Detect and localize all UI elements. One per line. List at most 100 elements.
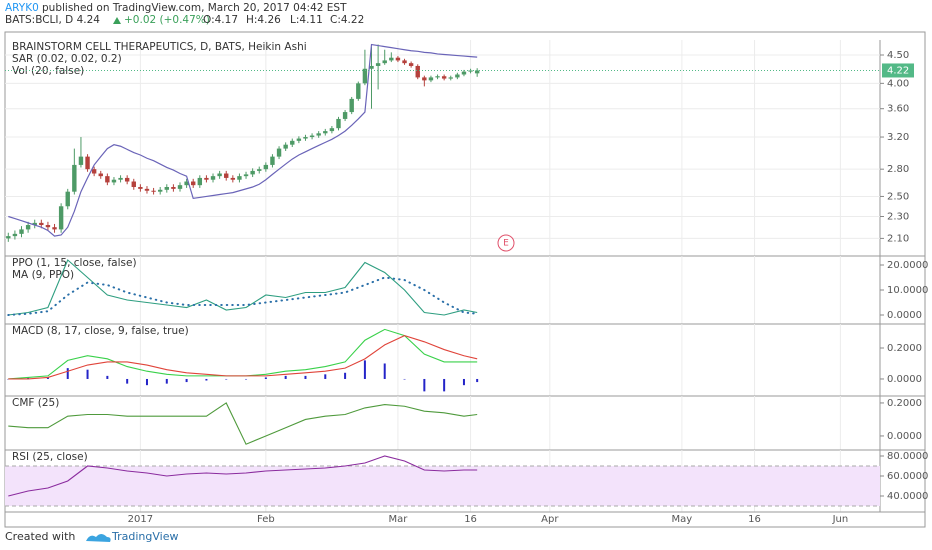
footer-brand[interactable]: TradingView	[111, 530, 178, 543]
candle-body	[257, 169, 262, 171]
y-tick-label: 10.0000	[887, 285, 928, 296]
candle-body	[151, 190, 156, 192]
y-tick-label: 0.2000	[887, 343, 922, 354]
candle-body	[415, 65, 420, 78]
y-tick-label: 80.0000	[887, 451, 928, 462]
histogram-bar	[423, 378, 426, 392]
candle-body	[177, 185, 183, 189]
indicator-line	[8, 335, 478, 380]
histogram-bar	[66, 368, 69, 379]
symbol: BATS:BCLI, D 4.24	[5, 14, 100, 26]
candle-body	[336, 118, 341, 129]
candle-body	[323, 131, 328, 134]
candle-body	[12, 233, 18, 237]
y-tick-label: 0.2000	[887, 398, 922, 409]
candle-body	[164, 187, 169, 190]
candle-body	[270, 156, 275, 165]
histogram-bar	[443, 378, 446, 392]
candle-body	[191, 181, 196, 186]
candle-body	[25, 225, 31, 230]
y-tick-label: 2.10	[887, 233, 909, 244]
candle-body	[263, 164, 269, 170]
candle-body	[290, 140, 295, 145]
panel-title: RSI (25, close)	[12, 451, 88, 463]
candle-body	[138, 187, 143, 189]
candle-body	[408, 63, 414, 66]
histogram-bar	[403, 378, 406, 380]
histogram-bar	[462, 378, 465, 386]
candle-body	[441, 76, 447, 79]
x-tick-label: Apr	[541, 514, 559, 525]
candle-body	[296, 138, 302, 141]
candle-body	[349, 98, 354, 113]
last-price-label: 4.22	[887, 65, 909, 76]
candle-body	[224, 173, 229, 178]
legend-entry: Vol (20, false)	[12, 65, 84, 77]
x-tick-label: 16	[748, 514, 761, 525]
histogram-bar	[126, 378, 129, 384]
y-tick-label: 0.0000	[887, 374, 922, 385]
histogram-bar	[86, 369, 89, 379]
candle-body	[474, 70, 480, 74]
candle-body	[243, 174, 249, 177]
x-tick-label: Mar	[388, 514, 408, 525]
candle-body	[124, 177, 130, 182]
candle-body	[230, 177, 236, 180]
histogram-bar	[363, 360, 366, 379]
candle-body	[118, 177, 123, 180]
histogram-bar	[205, 378, 208, 381]
earnings-label: E	[503, 239, 509, 249]
indicator-line	[8, 455, 478, 497]
y-tick-label: 60.0000	[887, 471, 928, 482]
author[interactable]: ARYK0	[5, 2, 39, 14]
high: H:4.26	[246, 14, 281, 26]
candle-body	[283, 144, 288, 149]
histogram-bar	[145, 378, 148, 386]
panel-title: BRAINSTORM CELL THERAPEUTICS, D, BATS, H…	[12, 41, 307, 53]
candle-body	[217, 173, 222, 177]
histogram-bar	[284, 375, 287, 379]
legend-entry: PPO (1, 15, close, false)	[12, 257, 137, 269]
candle-body	[455, 74, 460, 78]
change: +0.02 (+0.47%)	[124, 14, 210, 26]
y-tick-label: 0.0000	[887, 310, 922, 321]
x-tick-label: Feb	[257, 514, 275, 525]
y-tick-label: 2.50	[887, 191, 909, 202]
y-tick-label: 3.20	[887, 132, 909, 143]
candle-body	[6, 236, 11, 239]
ma-line	[7, 276, 479, 316]
candle-body	[19, 229, 24, 234]
candle-body	[329, 128, 335, 132]
y-tick-label: 2.30	[887, 212, 909, 223]
candle-body	[362, 68, 368, 84]
candle-body	[237, 176, 242, 180]
candle-body	[276, 148, 282, 157]
candle-body	[105, 176, 110, 183]
histogram-bar	[245, 378, 248, 380]
candle-body	[72, 164, 77, 192]
candle-body	[157, 189, 163, 192]
candle-body	[184, 181, 189, 186]
x-tick-label: May	[672, 514, 693, 525]
histogram-bar	[165, 378, 168, 384]
candle-body	[171, 187, 176, 189]
candle-body	[52, 227, 57, 230]
candle-body	[316, 133, 321, 136]
candle-body	[111, 179, 117, 183]
footer-logo	[86, 534, 111, 542]
candle-body	[91, 169, 97, 174]
low: L:4.11	[290, 14, 323, 26]
panel-title: MACD (8, 17, close, 9, false, true)	[12, 325, 189, 337]
indicator-line	[8, 402, 478, 445]
candle-body	[85, 156, 90, 170]
y-tick-label: 4.00	[887, 78, 909, 89]
candle-body	[197, 177, 203, 186]
last-price-box	[882, 63, 914, 78]
candle-body	[309, 135, 315, 138]
histogram-bar	[185, 378, 188, 383]
chart-frame	[4, 31, 926, 528]
y-tick-label: 4.50	[887, 50, 909, 61]
y-tick-label: 2.80	[887, 164, 909, 175]
histogram-bar	[46, 377, 49, 379]
